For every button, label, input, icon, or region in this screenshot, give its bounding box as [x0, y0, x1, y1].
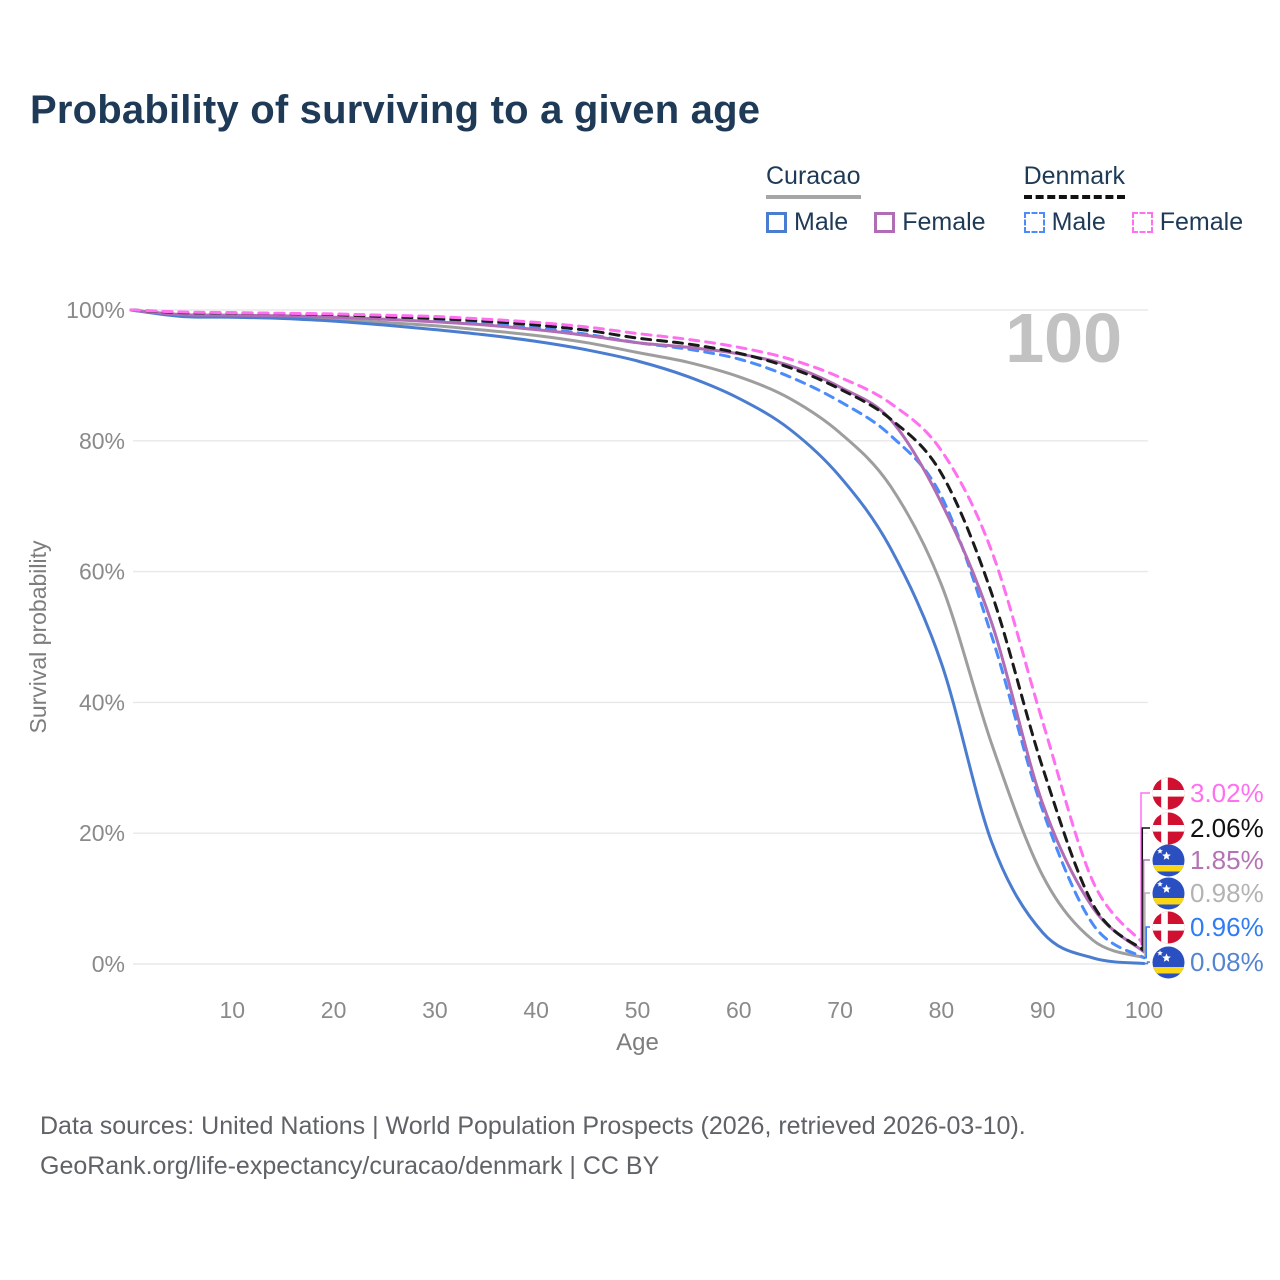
footer-attribution: GeoRank.org/life-expectancy/curacao/denm…	[40, 1152, 660, 1180]
chart-title: Probability of surviving to a given age	[30, 88, 761, 132]
denmark-flag-icon	[1152, 812, 1185, 844]
leader-line-curacao-both-sexes	[1144, 892, 1150, 959]
legend-label-denmark-female: Female	[1159, 208, 1244, 236]
end-label-curacao-both-sexes: 0.98%	[1152, 876, 1264, 910]
end-label-denmark-male: 0.96%	[1152, 910, 1264, 944]
legend-swatch-denmark-male	[1023, 212, 1045, 233]
end-label-value: 2.06%	[1190, 812, 1264, 843]
legend-item-curacao-male[interactable]: Male	[766, 208, 848, 237]
leader-line-denmark-male	[1144, 926, 1150, 959]
legend-item-curacao-female[interactable]: Female	[874, 208, 986, 237]
x-tick-80: 80	[929, 997, 955, 1023]
legend-group-denmark: Denmark Male Female	[1023, 162, 1244, 237]
x-axis-label: Age	[616, 1029, 659, 1056]
legend-group-curacao: Curacao Male Female	[766, 162, 986, 237]
y-tick-40%: 40%	[79, 689, 125, 715]
end-label-value: 0.98%	[1190, 877, 1264, 908]
series-line-curacao-female[interactable]	[129, 308, 1146, 954]
series-line-curacao-both-sexes[interactable]	[129, 308, 1146, 960]
x-tick-10: 10	[220, 997, 246, 1023]
y-tick-0%: 0%	[92, 951, 125, 977]
end-label-denmark-both-sexes: 2.06%	[1152, 811, 1264, 845]
legend-label-curacao-male: Male	[794, 208, 849, 236]
y-axis-label: Survival probability	[25, 540, 51, 734]
end-label-denmark-female: 3.02%	[1152, 776, 1264, 810]
end-label-value: 1.85%	[1190, 844, 1264, 875]
denmark-flag-icon	[1152, 911, 1185, 943]
legend-swatch-denmark-female	[1131, 212, 1153, 233]
legend-label-denmark-male: Male	[1051, 208, 1106, 236]
x-tick-90: 90	[1030, 997, 1056, 1023]
legend-item-denmark-male[interactable]: Male	[1023, 208, 1106, 237]
series-line-denmark-female[interactable]	[129, 308, 1146, 946]
curacao-flag-icon	[1152, 844, 1185, 876]
legend-country-denmark[interactable]: Denmark	[1023, 162, 1125, 199]
denmark-flag-icon	[1152, 777, 1185, 809]
y-tick-80%: 80%	[79, 428, 125, 454]
leader-line-curacao-male	[1144, 961, 1150, 965]
x-tick-50: 50	[625, 997, 651, 1023]
y-tick-60%: 60%	[79, 559, 125, 585]
series-line-denmark-both-sexes[interactable]	[129, 308, 1146, 952]
end-label-curacao-male: 0.08%	[1152, 945, 1264, 979]
end-label-value: 0.96%	[1190, 911, 1264, 942]
leader-line-curacao-female	[1142, 859, 1150, 953]
y-tick-100%: 100%	[66, 297, 125, 323]
legend-label-curacao-female: Female	[902, 208, 986, 236]
end-label-value: 3.02%	[1190, 777, 1264, 808]
end-label-value: 0.08%	[1190, 946, 1264, 977]
legend-item-denmark-female[interactable]: Female	[1131, 208, 1244, 237]
series-line-denmark-male[interactable]	[129, 308, 1146, 960]
x-tick-60: 60	[726, 997, 752, 1023]
x-tick-70: 70	[827, 997, 853, 1023]
curacao-flag-icon	[1152, 946, 1185, 978]
legend-swatch-curacao-male	[766, 212, 787, 233]
x-tick-30: 30	[422, 997, 448, 1023]
legend-swatch-curacao-female	[874, 212, 896, 233]
x-tick-100: 100	[1125, 997, 1163, 1023]
end-label-curacao-female: 1.85%	[1152, 843, 1264, 877]
y-tick-20%: 20%	[79, 820, 125, 846]
footer-data-sources: Data sources: United Nations | World Pop…	[40, 1112, 1026, 1140]
curacao-flag-icon	[1152, 877, 1185, 909]
legend: Curacao Male Female Denmark Male Female	[766, 162, 1243, 237]
x-tick-40: 40	[523, 997, 549, 1023]
footer: Data sources: United Nations | World Pop…	[40, 1106, 1026, 1186]
x-tick-20: 20	[321, 997, 347, 1023]
series-line-curacao-male[interactable]	[129, 308, 1146, 965]
hover-age-watermark: 100	[1005, 299, 1122, 377]
legend-country-curacao[interactable]: Curacao	[766, 162, 861, 199]
